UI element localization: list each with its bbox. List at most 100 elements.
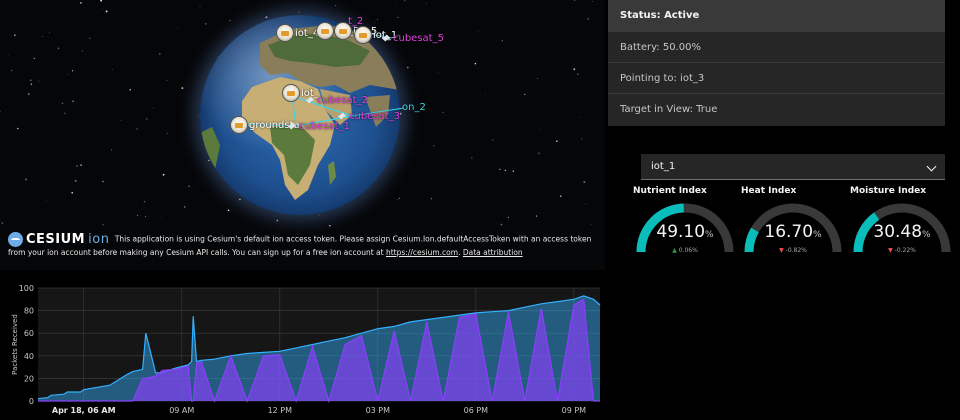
battery-status: Battery: 50.00% (608, 31, 945, 62)
x-tick-label: 09 AM (169, 406, 194, 415)
ground-station-icon (354, 26, 372, 44)
star (181, 87, 184, 90)
star (7, 55, 9, 57)
star (590, 223, 592, 225)
satellite-icon (380, 32, 392, 44)
ground-station-icon (282, 84, 300, 102)
gauge-delta: ▼ -0.82% (779, 247, 807, 254)
star (80, 2, 82, 4)
star (399, 197, 400, 199)
star (102, 224, 104, 226)
cesium-ion-logo[interactable]: CESIUM ion (8, 232, 109, 247)
y-tick-label: 20 (24, 374, 34, 383)
satellite-icon (304, 94, 316, 106)
star (204, 23, 207, 25)
marker-cubesat-3[interactable]: cubesat_3 (336, 110, 400, 122)
globe-viewer[interactable]: iot_4 iot_3 iot_5 t_2 iot_1 cubesat_5 io… (0, 0, 605, 270)
marker-cubesat-2[interactable]: cubesat_2 (304, 94, 368, 106)
star (46, 200, 48, 202)
marker-t-2[interactable]: t_2 (348, 16, 364, 27)
star (101, 8, 103, 9)
star (265, 16, 268, 19)
star (30, 79, 32, 81)
star (574, 0, 576, 1)
gauge-arc (853, 203, 951, 253)
star (33, 57, 35, 60)
marker-cubesat-1[interactable]: cubesat_1 (286, 120, 350, 132)
y-tick-label: 60 (24, 329, 34, 338)
star (536, 215, 538, 217)
gauge-fill (636, 203, 685, 253)
ground-station-icon (334, 22, 352, 40)
star (239, 198, 241, 201)
star (166, 79, 168, 81)
packets-chart[interactable]: 0 20 40 60 80 100 Apr 18, 06 AM 09 AM 12 PM 03 PM… (0, 280, 605, 420)
x-tick-label: Apr 18, 06 AM (52, 406, 116, 415)
y-axis-title: Packets Received (11, 314, 19, 375)
star (0, 110, 1, 112)
star (397, 16, 399, 19)
trend-up-icon: ▲ (672, 247, 677, 254)
star (540, 129, 542, 130)
star (100, 0, 102, 2)
star (143, 200, 146, 203)
series-line-1 (38, 298, 600, 404)
marker-iot[interactable]: iot_ (282, 84, 319, 102)
star (110, 149, 112, 151)
star (500, 223, 503, 226)
gauge-delta: ▲ 0.06% (672, 247, 698, 254)
marker-iot-4[interactable]: iot_4 (276, 24, 319, 42)
star (67, 74, 69, 76)
star (17, 127, 19, 130)
star (80, 164, 82, 166)
star (538, 152, 540, 154)
y-tick-label: 40 (24, 352, 34, 361)
star (61, 102, 64, 105)
star (188, 185, 190, 187)
earth-globe[interactable] (200, 15, 400, 215)
star (485, 93, 486, 95)
star (581, 138, 583, 140)
cesium-credit: CESIUM ion This application is using Ces… (8, 232, 603, 259)
star (406, 66, 409, 69)
star (146, 118, 148, 120)
star (404, 0, 406, 2)
star (474, 62, 477, 65)
star (161, 217, 162, 219)
marker-cubesat-5[interactable]: cubesat_5 (380, 32, 444, 44)
ground-station-icon (316, 22, 334, 40)
device-dropdown-value: iot_1 (651, 161, 676, 172)
star (499, 168, 501, 171)
star (395, 1, 397, 3)
star (405, 35, 408, 37)
x-tick-label: 12 PM (268, 406, 293, 415)
star (334, 4, 337, 7)
star (89, 37, 91, 39)
star (399, 112, 402, 115)
star (555, 140, 558, 143)
data-attribution-link[interactable]: Data attribution (462, 248, 523, 257)
y-tick-label: 100 (19, 284, 34, 293)
star (25, 178, 28, 181)
star (430, 198, 433, 200)
star (524, 93, 526, 95)
star (176, 27, 178, 29)
gauge-fill (853, 212, 880, 253)
marker-groundstation[interactable]: groundsta (230, 116, 300, 134)
credit-text: This application is using Cesium's defau… (8, 234, 592, 258)
gauge-delta: ▼ -0.22% (888, 247, 916, 254)
cesium-link[interactable]: https://cesium.com (385, 248, 459, 257)
star (591, 0, 593, 2)
star (81, 50, 83, 52)
star (573, 68, 576, 71)
star (329, 224, 331, 227)
marker-on-2[interactable]: on_2 (402, 102, 426, 113)
device-dropdown[interactable]: iot_1 (641, 154, 945, 180)
star (153, 107, 154, 109)
star (112, 68, 114, 70)
star (501, 40, 503, 42)
star (438, 72, 439, 74)
continents (200, 25, 400, 200)
star (71, 191, 74, 194)
star (120, 119, 122, 121)
